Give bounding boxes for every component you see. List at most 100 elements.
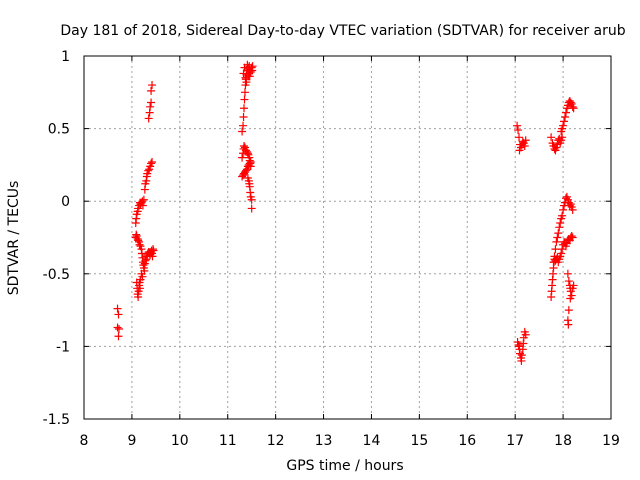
data-point-layer bbox=[113, 60, 578, 365]
data-point bbox=[560, 117, 569, 126]
data-point bbox=[114, 324, 123, 333]
axis-layer: 8 9 10 11 12 13 14 15 16 17 18 19 -1.5 -1 -0.5 0 0.5 1 bbox=[43, 49, 620, 449]
data-point bbox=[147, 86, 156, 95]
data-point bbox=[514, 126, 523, 135]
data-point bbox=[564, 306, 573, 315]
data-point bbox=[554, 229, 563, 238]
y-tick-label: 0.5 bbox=[48, 122, 70, 138]
data-point bbox=[240, 104, 249, 113]
data-point bbox=[238, 127, 247, 136]
data-point bbox=[241, 166, 250, 175]
data-point bbox=[242, 78, 251, 87]
data-point bbox=[147, 159, 156, 168]
data-point bbox=[148, 157, 157, 166]
x-tick-label: 12 bbox=[267, 433, 285, 449]
x-tick-label: 16 bbox=[458, 433, 476, 449]
data-point bbox=[148, 81, 157, 90]
x-tick-label: 17 bbox=[506, 433, 524, 449]
data-point bbox=[515, 342, 524, 351]
data-point bbox=[239, 69, 248, 78]
data-point bbox=[561, 194, 570, 203]
data-point bbox=[564, 277, 573, 286]
data-point bbox=[114, 310, 123, 319]
y-tick-label: -1.5 bbox=[43, 412, 70, 428]
data-point bbox=[559, 205, 568, 214]
data-point bbox=[244, 72, 253, 81]
data-point bbox=[134, 236, 143, 245]
data-point bbox=[568, 233, 577, 242]
data-point bbox=[149, 246, 158, 255]
data-point bbox=[144, 166, 153, 175]
data-point bbox=[240, 95, 249, 104]
data-point bbox=[246, 162, 255, 171]
x-tick-label: 18 bbox=[554, 433, 572, 449]
data-point bbox=[558, 211, 567, 220]
data-point bbox=[246, 67, 255, 76]
data-point bbox=[148, 252, 157, 261]
data-point bbox=[555, 223, 564, 232]
data-point bbox=[552, 237, 561, 246]
data-point bbox=[553, 233, 562, 242]
x-tick-label: 15 bbox=[410, 433, 428, 449]
data-point bbox=[138, 201, 147, 210]
data-point bbox=[566, 98, 575, 107]
data-point bbox=[239, 121, 248, 130]
y-tick-label: 0 bbox=[61, 194, 70, 210]
data-point bbox=[247, 195, 256, 204]
data-point bbox=[517, 351, 526, 360]
data-point bbox=[520, 142, 529, 151]
data-point bbox=[547, 133, 556, 142]
x-tick-label: 19 bbox=[602, 433, 620, 449]
data-point bbox=[569, 104, 578, 113]
data-point bbox=[240, 88, 249, 97]
data-point bbox=[569, 281, 578, 290]
data-point bbox=[146, 102, 155, 111]
data-point bbox=[556, 218, 565, 227]
chart-title: Day 181 of 2018, Sidereal Day-to-day VTE… bbox=[60, 23, 625, 39]
data-point bbox=[521, 330, 530, 339]
data-point bbox=[247, 204, 256, 213]
data-point bbox=[136, 284, 145, 293]
y-tick-label: -0.5 bbox=[43, 267, 70, 283]
data-point bbox=[238, 153, 247, 162]
data-point bbox=[113, 323, 122, 332]
data-point bbox=[136, 275, 145, 284]
x-tick-label: 9 bbox=[127, 433, 136, 449]
data-point bbox=[515, 133, 524, 142]
data-point bbox=[513, 121, 522, 130]
data-point bbox=[147, 98, 156, 107]
data-point bbox=[240, 142, 249, 151]
x-axis-label: GPS time / hours bbox=[286, 458, 403, 474]
data-point bbox=[550, 144, 559, 153]
data-point bbox=[114, 332, 123, 341]
data-point bbox=[563, 269, 572, 278]
plot-frame bbox=[83, 55, 612, 420]
data-point bbox=[567, 232, 576, 241]
data-point bbox=[515, 349, 524, 358]
data-point bbox=[243, 60, 252, 69]
data-point bbox=[521, 136, 530, 145]
data-point bbox=[561, 108, 570, 117]
data-point bbox=[564, 320, 573, 329]
x-tick-label: 11 bbox=[219, 433, 237, 449]
x-tick-label: 10 bbox=[171, 433, 189, 449]
data-point bbox=[139, 195, 148, 204]
data-point bbox=[565, 201, 574, 210]
data-point bbox=[561, 112, 570, 121]
data-point bbox=[568, 205, 577, 214]
data-point bbox=[113, 304, 122, 313]
x-tick-label: 8 bbox=[80, 433, 89, 449]
data-point bbox=[558, 133, 567, 142]
x-tick-label: 14 bbox=[363, 433, 381, 449]
data-point bbox=[551, 245, 560, 254]
data-point bbox=[559, 121, 568, 130]
x-tick-label: 13 bbox=[315, 433, 333, 449]
data-point bbox=[239, 112, 248, 121]
data-point bbox=[141, 256, 150, 265]
data-point bbox=[568, 102, 577, 111]
data-point bbox=[135, 240, 144, 249]
y-tick-label: 1 bbox=[61, 49, 70, 65]
y-axis-label: SDTVAR / TECUs bbox=[6, 181, 22, 296]
